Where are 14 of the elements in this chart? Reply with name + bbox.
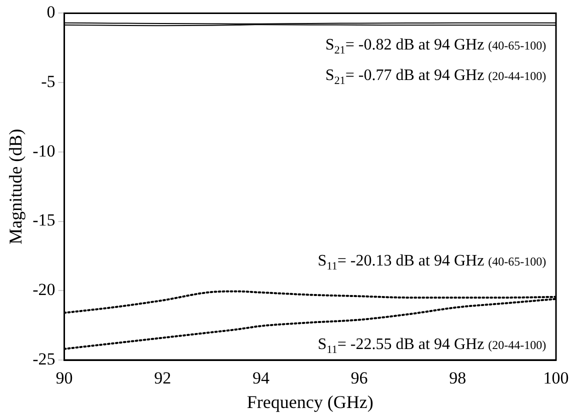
- y-tick-label: -20: [32, 280, 56, 300]
- y-tick-label: -25: [32, 349, 56, 368]
- y-tick-label: -10: [32, 141, 56, 160]
- x-tick-label: 96: [350, 368, 368, 388]
- x-tick-label: 98: [449, 368, 466, 388]
- y-tick-label: -5: [41, 72, 56, 92]
- x-tick-label: 100: [543, 368, 569, 388]
- y-axis-title: Magnitude (dB): [6, 128, 26, 244]
- y-tick-label: -15: [32, 210, 56, 230]
- x-tick-label: 90: [56, 368, 73, 388]
- x-tick-label: 94: [252, 368, 270, 388]
- x-tick-label: 92: [154, 368, 172, 388]
- x-axis-title: Frequency (GHz): [246, 392, 374, 412]
- y-tick-label: 0: [46, 2, 56, 22]
